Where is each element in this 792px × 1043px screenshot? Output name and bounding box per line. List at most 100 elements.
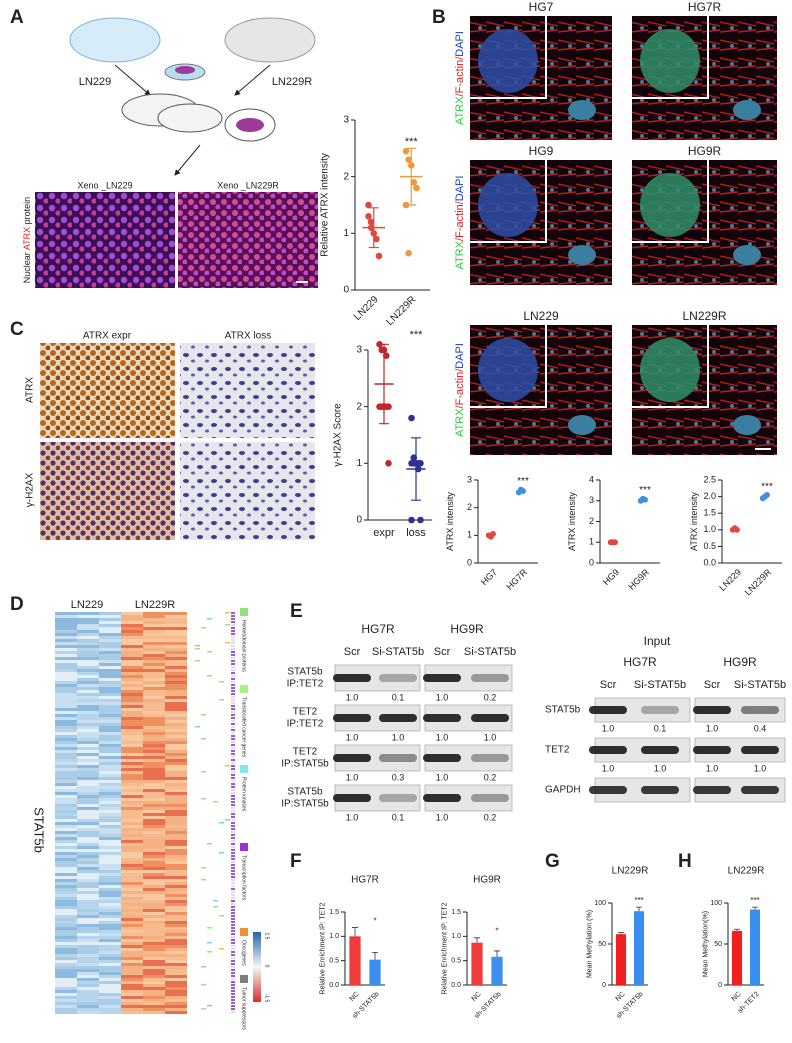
annotation-tick bbox=[231, 1002, 235, 1004]
scale-bar bbox=[755, 448, 771, 450]
heatmap-cell bbox=[77, 903, 99, 906]
heatmap-cell bbox=[55, 924, 77, 927]
blot-band bbox=[693, 786, 731, 794]
nucleus bbox=[733, 245, 761, 265]
heatmap-cell bbox=[99, 735, 121, 738]
heatmap-cell bbox=[55, 642, 77, 645]
heatmap-cell bbox=[99, 618, 121, 621]
annotation-tick bbox=[231, 687, 235, 689]
annotation-tick bbox=[225, 765, 230, 767]
heatmap-cell bbox=[121, 972, 143, 975]
heatmap-cell bbox=[55, 852, 77, 855]
annotation-tick bbox=[231, 774, 235, 776]
heatmap-cell bbox=[55, 957, 77, 960]
heatmap-cell bbox=[55, 660, 77, 663]
heatmap-cell bbox=[121, 834, 143, 837]
image-title: HG9R bbox=[688, 144, 722, 158]
bar bbox=[731, 930, 743, 985]
heatmap-cell bbox=[165, 933, 187, 936]
heatmap-cell bbox=[55, 795, 77, 798]
heatmap-cell bbox=[121, 726, 143, 729]
heatmap-cell bbox=[55, 984, 77, 987]
heatmap-cell bbox=[143, 933, 165, 936]
heatmap-cell bbox=[99, 918, 121, 921]
heatmap-cell bbox=[143, 909, 165, 912]
heatmap-cell bbox=[165, 924, 187, 927]
heatmap-cell bbox=[77, 648, 99, 651]
row-label: STAT5b bbox=[545, 705, 581, 716]
annotation-tick bbox=[231, 705, 235, 707]
annotation-tick bbox=[195, 648, 200, 650]
annotation-tick bbox=[225, 642, 230, 644]
heatmap-cell bbox=[55, 789, 77, 792]
annotation-tick bbox=[207, 942, 212, 944]
heatmap-cell bbox=[121, 798, 143, 801]
heatmap-cell bbox=[55, 861, 77, 864]
annotation-tick bbox=[231, 957, 235, 959]
heatmap-cell bbox=[143, 717, 165, 720]
y-tick-label: 0 bbox=[589, 557, 594, 567]
heatmap-cell bbox=[77, 873, 99, 876]
heatmap-cell bbox=[143, 783, 165, 786]
heatmap-cell bbox=[143, 867, 165, 870]
label-part: DAPI bbox=[454, 343, 466, 369]
heatmap-cell bbox=[55, 936, 77, 939]
row-label: TET2 bbox=[545, 745, 570, 756]
heatmap-cell bbox=[77, 855, 99, 858]
heatmap-cell bbox=[55, 834, 77, 837]
heatmap-cell bbox=[77, 651, 99, 654]
heatmap-cell bbox=[121, 936, 143, 939]
error-bar bbox=[379, 343, 389, 425]
heatmap-cell bbox=[77, 957, 99, 960]
heatmap-cell bbox=[165, 777, 187, 780]
heatmap-cell bbox=[121, 717, 143, 720]
heatmap-cell bbox=[121, 615, 143, 618]
heatmap-cell bbox=[121, 978, 143, 981]
heatmap-cell bbox=[165, 897, 187, 900]
category-label: Homeodomain proteins bbox=[241, 620, 247, 672]
heatmap-cell bbox=[77, 942, 99, 945]
heatmap-cell bbox=[77, 831, 99, 834]
lane-label: Si-STAT5b bbox=[734, 679, 786, 691]
annotation-tick bbox=[219, 699, 224, 701]
annotation-tick bbox=[231, 882, 235, 884]
heatmap-cell bbox=[99, 663, 121, 666]
heatmap-cell bbox=[143, 807, 165, 810]
heatmap-cell bbox=[55, 939, 77, 942]
annotation-tick bbox=[231, 921, 235, 923]
heatmap-cell bbox=[77, 678, 99, 681]
heatmap-cell bbox=[55, 921, 77, 924]
x-tick-label: loss bbox=[406, 527, 426, 539]
heatmap-cell bbox=[165, 957, 187, 960]
heatmap-cell bbox=[99, 891, 121, 894]
y-tick-label: 0.5 bbox=[329, 958, 339, 965]
heatmap-cell bbox=[143, 999, 165, 1002]
data-point bbox=[405, 156, 412, 163]
panel-letter: A bbox=[10, 7, 24, 28]
y-tick-label: 2 bbox=[343, 171, 349, 182]
heatmap-cell bbox=[121, 699, 143, 702]
heatmap-cell bbox=[77, 744, 99, 747]
significance-label: *** bbox=[639, 485, 651, 496]
annotation-tick bbox=[231, 669, 235, 671]
annotation-tick bbox=[231, 699, 235, 701]
heatmap-cell bbox=[77, 741, 99, 744]
heatmap-cell bbox=[143, 792, 165, 795]
heatmap-cell bbox=[55, 648, 77, 651]
heatmap-cell bbox=[143, 684, 165, 687]
heatmap-cell bbox=[165, 690, 187, 693]
heatmap-cell bbox=[55, 906, 77, 909]
heatmap-cell bbox=[121, 660, 143, 663]
heatmap-cell bbox=[165, 960, 187, 963]
heatmap-cell bbox=[77, 792, 99, 795]
heatmap-cell bbox=[99, 900, 121, 903]
bar bbox=[633, 911, 645, 985]
lane-label: Scr bbox=[344, 646, 361, 658]
heatmap-cell bbox=[77, 654, 99, 657]
heatmap-cell bbox=[99, 723, 121, 726]
blot-band bbox=[333, 714, 371, 722]
label-part: protein bbox=[22, 197, 32, 227]
heatmap-cell bbox=[165, 792, 187, 795]
data-point bbox=[413, 184, 420, 192]
heatmap-cell bbox=[55, 975, 77, 978]
